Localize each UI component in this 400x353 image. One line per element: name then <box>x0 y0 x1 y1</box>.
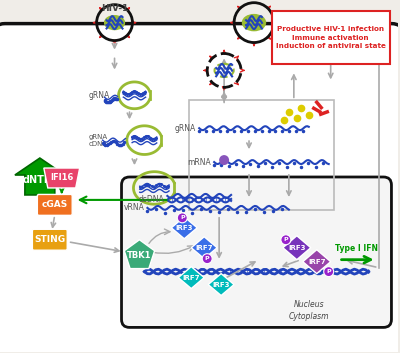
Polygon shape <box>44 168 80 188</box>
Text: Nucleus: Nucleus <box>294 300 324 310</box>
FancyBboxPatch shape <box>37 195 72 215</box>
Text: IRF7: IRF7 <box>308 259 326 265</box>
Polygon shape <box>171 217 197 239</box>
Text: HIV-1: HIV-1 <box>101 4 128 13</box>
Text: P: P <box>284 237 288 242</box>
Text: mRNA: mRNA <box>188 157 211 167</box>
Text: STING: STING <box>34 235 65 244</box>
Ellipse shape <box>105 16 124 29</box>
FancyBboxPatch shape <box>272 11 390 65</box>
Polygon shape <box>208 274 234 295</box>
Text: IRF3: IRF3 <box>212 282 230 288</box>
Text: Type I IFN: Type I IFN <box>335 244 378 253</box>
Text: gRNA
cDNA: gRNA cDNA <box>88 134 108 146</box>
Polygon shape <box>283 236 311 260</box>
Text: gRNA: gRNA <box>175 124 196 133</box>
Circle shape <box>219 155 229 165</box>
Polygon shape <box>178 267 204 288</box>
Circle shape <box>177 213 187 223</box>
FancyBboxPatch shape <box>0 24 400 353</box>
Text: P: P <box>326 269 331 274</box>
Text: cGAS: cGAS <box>42 201 68 209</box>
Polygon shape <box>191 237 217 259</box>
Text: vRNA: vRNA <box>124 203 144 213</box>
Text: Cytoplasm: Cytoplasm <box>288 312 329 322</box>
Polygon shape <box>124 240 155 269</box>
Polygon shape <box>303 250 331 274</box>
Polygon shape <box>15 158 65 195</box>
Text: TBK1: TBK1 <box>127 251 152 260</box>
FancyBboxPatch shape <box>32 229 67 250</box>
Text: P: P <box>205 256 210 261</box>
Text: IRF3: IRF3 <box>288 245 306 251</box>
Text: Productive HIV-1 infection
Immune activation
Induction of antiviral state: Productive HIV-1 infection Immune activa… <box>276 26 386 49</box>
Text: IRF3: IRF3 <box>176 225 193 231</box>
Text: IRF7: IRF7 <box>182 275 200 281</box>
Text: dNTPs: dNTPs <box>22 175 57 185</box>
Ellipse shape <box>243 15 265 30</box>
Text: IFI16: IFI16 <box>50 173 74 183</box>
Circle shape <box>324 267 334 277</box>
FancyBboxPatch shape <box>122 177 392 327</box>
Text: gRNA: gRNA <box>88 91 110 100</box>
Circle shape <box>202 254 212 264</box>
Text: IRF7: IRF7 <box>196 245 213 251</box>
Circle shape <box>281 235 291 245</box>
Text: P: P <box>180 215 184 220</box>
Text: dsDNA: dsDNA <box>138 196 164 204</box>
